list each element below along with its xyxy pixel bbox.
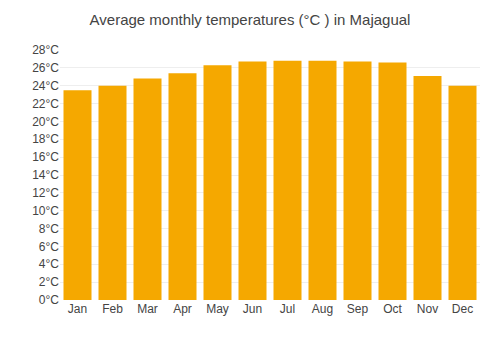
svg-text:0°C: 0°C: [39, 293, 59, 307]
svg-text:May: May: [206, 302, 229, 316]
svg-text:Apr: Apr: [173, 302, 192, 316]
svg-text:20°C: 20°C: [32, 115, 59, 129]
svg-text:Jul: Jul: [280, 302, 295, 316]
svg-text:Nov: Nov: [417, 302, 438, 316]
svg-text:22°C: 22°C: [32, 97, 59, 111]
svg-text:2°C: 2°C: [39, 275, 59, 289]
svg-text:26°C: 26°C: [32, 61, 59, 75]
svg-text:12°C: 12°C: [32, 186, 59, 200]
svg-text:Oct: Oct: [383, 302, 402, 316]
svg-text:28°C: 28°C: [32, 43, 59, 57]
svg-text:Jan: Jan: [68, 302, 87, 316]
svg-text:Mar: Mar: [137, 302, 158, 316]
svg-text:Sep: Sep: [347, 302, 369, 316]
svg-text:Average monthly temperatures (: Average monthly temperatures (°C ) in Ma…: [90, 11, 411, 28]
svg-text:24°C: 24°C: [32, 79, 59, 93]
svg-text:4°C: 4°C: [39, 257, 59, 271]
svg-text:Dec: Dec: [452, 302, 473, 316]
svg-text:6°C: 6°C: [39, 240, 59, 254]
svg-text:Jun: Jun: [243, 302, 262, 316]
svg-text:16°C: 16°C: [32, 150, 59, 164]
svg-text:10°C: 10°C: [32, 204, 59, 218]
svg-text:14°C: 14°C: [32, 168, 59, 182]
svg-text:Aug: Aug: [312, 302, 333, 316]
svg-text:Feb: Feb: [102, 302, 123, 316]
svg-text:18°C: 18°C: [32, 132, 59, 146]
svg-text:8°C: 8°C: [39, 222, 59, 236]
